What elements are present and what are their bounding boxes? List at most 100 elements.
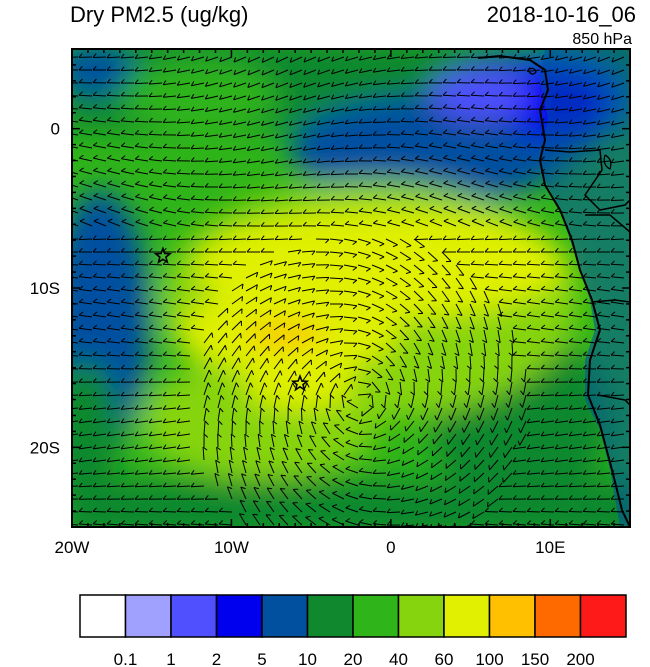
wind-barb xyxy=(93,327,107,331)
wind-barb-flag xyxy=(211,332,214,338)
wind-barb xyxy=(489,446,499,458)
wind-barb-flag xyxy=(456,247,461,253)
wind-barb xyxy=(399,290,411,300)
wind-barb-flag xyxy=(442,339,448,343)
wind-barb-flag xyxy=(190,182,195,187)
wind-barb-flag xyxy=(345,491,351,496)
wind-barb xyxy=(469,342,473,356)
wind-barb xyxy=(205,134,219,138)
wind-barb-flag xyxy=(176,324,182,329)
wind-barb-flag xyxy=(540,405,545,410)
wind-barb-flag xyxy=(325,251,330,257)
wind-barb xyxy=(502,472,513,483)
wind-barb-flag xyxy=(274,133,279,139)
wind-barb-flag xyxy=(477,403,482,408)
wind-barb xyxy=(331,121,345,125)
wind-barb-flag xyxy=(260,235,265,240)
wind-barb-flag xyxy=(404,311,411,314)
wind-barb-flag xyxy=(358,442,363,447)
wind-barb xyxy=(93,145,107,149)
wind-barb-flag xyxy=(378,322,384,325)
wind-barb xyxy=(485,157,499,162)
wind-barb-flag xyxy=(526,431,531,437)
wind-barb-flag xyxy=(475,439,478,446)
wind-barb-flag xyxy=(610,405,615,410)
wind-barb xyxy=(472,511,485,520)
wind-barb xyxy=(359,496,373,500)
wind-barb xyxy=(329,372,341,383)
wind-barb-flag xyxy=(365,268,371,272)
wind-barb xyxy=(270,434,275,448)
wind-barb xyxy=(203,357,211,370)
wind-barb-flag xyxy=(204,507,209,512)
wind-barb-flag xyxy=(465,378,471,383)
wind-barb-flag xyxy=(232,133,237,138)
wind-barb xyxy=(289,186,303,189)
wind-barb xyxy=(177,82,191,86)
wind-barb-flag xyxy=(301,407,306,412)
wind-barb-flag xyxy=(190,68,195,74)
wind-barb xyxy=(309,435,317,448)
wind-barb-flag xyxy=(442,65,447,71)
wind-barb-flag xyxy=(469,326,475,330)
wind-barb xyxy=(120,511,135,513)
wind-barb xyxy=(387,56,401,60)
wind-barb-flag xyxy=(92,507,97,512)
wind-barb xyxy=(384,394,387,408)
wind-barb xyxy=(583,224,597,227)
wind-barb-flag xyxy=(512,482,517,488)
wind-barb xyxy=(149,472,163,475)
wind-barb xyxy=(245,321,257,331)
wind-barb-flag xyxy=(275,120,279,126)
wind-barb-flag xyxy=(305,502,311,505)
wind-barb-flag xyxy=(372,445,377,450)
wind-barb-flag xyxy=(134,54,139,59)
wind-barb-flag xyxy=(400,117,405,122)
wind-barb-flag xyxy=(386,193,392,198)
wind-barb-flag xyxy=(596,145,601,151)
wind-barb-flag xyxy=(93,180,99,184)
wind-barb-flag xyxy=(246,120,251,126)
wind-barb xyxy=(135,145,149,149)
wind-barb xyxy=(357,381,371,385)
wind-barb xyxy=(427,251,439,262)
wind-barb-flag xyxy=(65,445,68,449)
wind-barb-flag xyxy=(316,107,321,113)
wind-barb-flag xyxy=(233,82,237,88)
wind-barb-flag xyxy=(502,477,504,483)
wind-barb xyxy=(597,134,611,138)
wind-barb xyxy=(330,173,345,176)
wind-barb xyxy=(134,511,149,513)
wind-barb-flag xyxy=(498,66,503,71)
wind-barb xyxy=(359,483,373,487)
wind-barb-flag xyxy=(512,351,517,356)
wind-barb-flag xyxy=(235,382,240,388)
wind-barb-flag xyxy=(379,295,385,299)
wind-barb xyxy=(371,342,384,350)
wind-barb-flag xyxy=(484,66,489,71)
wind-barb xyxy=(469,355,472,370)
wind-barb xyxy=(455,329,461,343)
wind-barb-flag xyxy=(204,182,209,188)
wind-barb-flag xyxy=(65,168,69,171)
wind-barb xyxy=(78,394,93,397)
wind-barb xyxy=(303,160,317,164)
wind-barb-flag xyxy=(135,193,140,198)
wind-barb xyxy=(415,196,429,201)
wind-barb-flag xyxy=(204,119,209,125)
wind-barb xyxy=(149,433,163,437)
wind-barb-flag xyxy=(135,180,140,185)
wind-barb xyxy=(541,69,555,73)
wind-barb xyxy=(526,82,541,85)
wind-barb xyxy=(400,69,415,72)
wind-barb-flag xyxy=(244,433,250,438)
wind-barb-flag xyxy=(190,81,195,87)
wind-barb xyxy=(597,108,611,113)
wind-barb-flag xyxy=(106,91,111,96)
wind-barb xyxy=(148,263,163,266)
wind-barb xyxy=(463,420,471,433)
wind-barb-flag xyxy=(148,337,154,342)
wind-barb-flag xyxy=(65,286,69,289)
wind-barb-flag xyxy=(540,207,546,211)
wind-barb-flag xyxy=(78,91,83,96)
